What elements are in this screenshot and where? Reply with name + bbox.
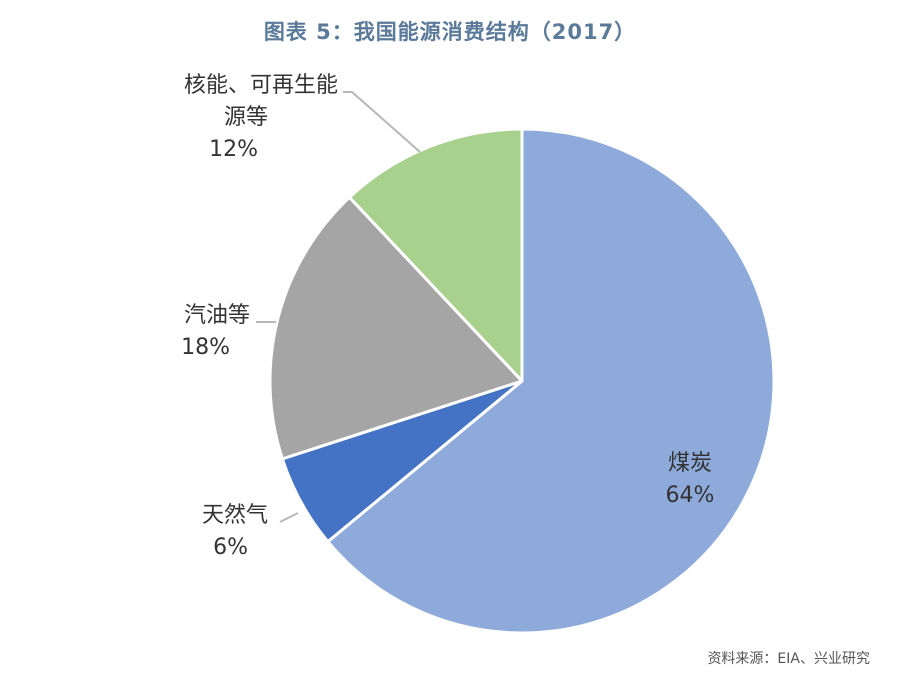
slice-name-label-4: 核能、可再生能 — [184, 73, 338, 98]
slice-value-label-2: 6% — [213, 535, 248, 560]
slice-value-label-4: 12% — [209, 137, 258, 162]
pie-slice-3 — [268, 195, 524, 461]
leader-lines — [256, 91, 421, 523]
slice-name-label-2: 天然气 — [202, 503, 268, 528]
slice-name-label-4: 源等 — [224, 105, 268, 130]
slice-value-label-1: 64% — [666, 483, 715, 508]
slice-value-label-3: 18% — [181, 335, 230, 360]
slice-name-label-1: 煤炭 — [668, 451, 712, 476]
pie-slice-1 — [326, 127, 776, 635]
leader-line-2 — [279, 512, 299, 523]
chart-title: 图表 5：我国能源消费结构（2017） — [263, 20, 637, 44]
leader-line-4 — [343, 91, 421, 153]
slice-name-label-3: 汽油等 — [184, 303, 250, 328]
source-note: 资料来源：EIA、兴业研究 — [707, 651, 870, 667]
pie-slice-4 — [347, 127, 524, 383]
pie-slices — [268, 127, 776, 635]
